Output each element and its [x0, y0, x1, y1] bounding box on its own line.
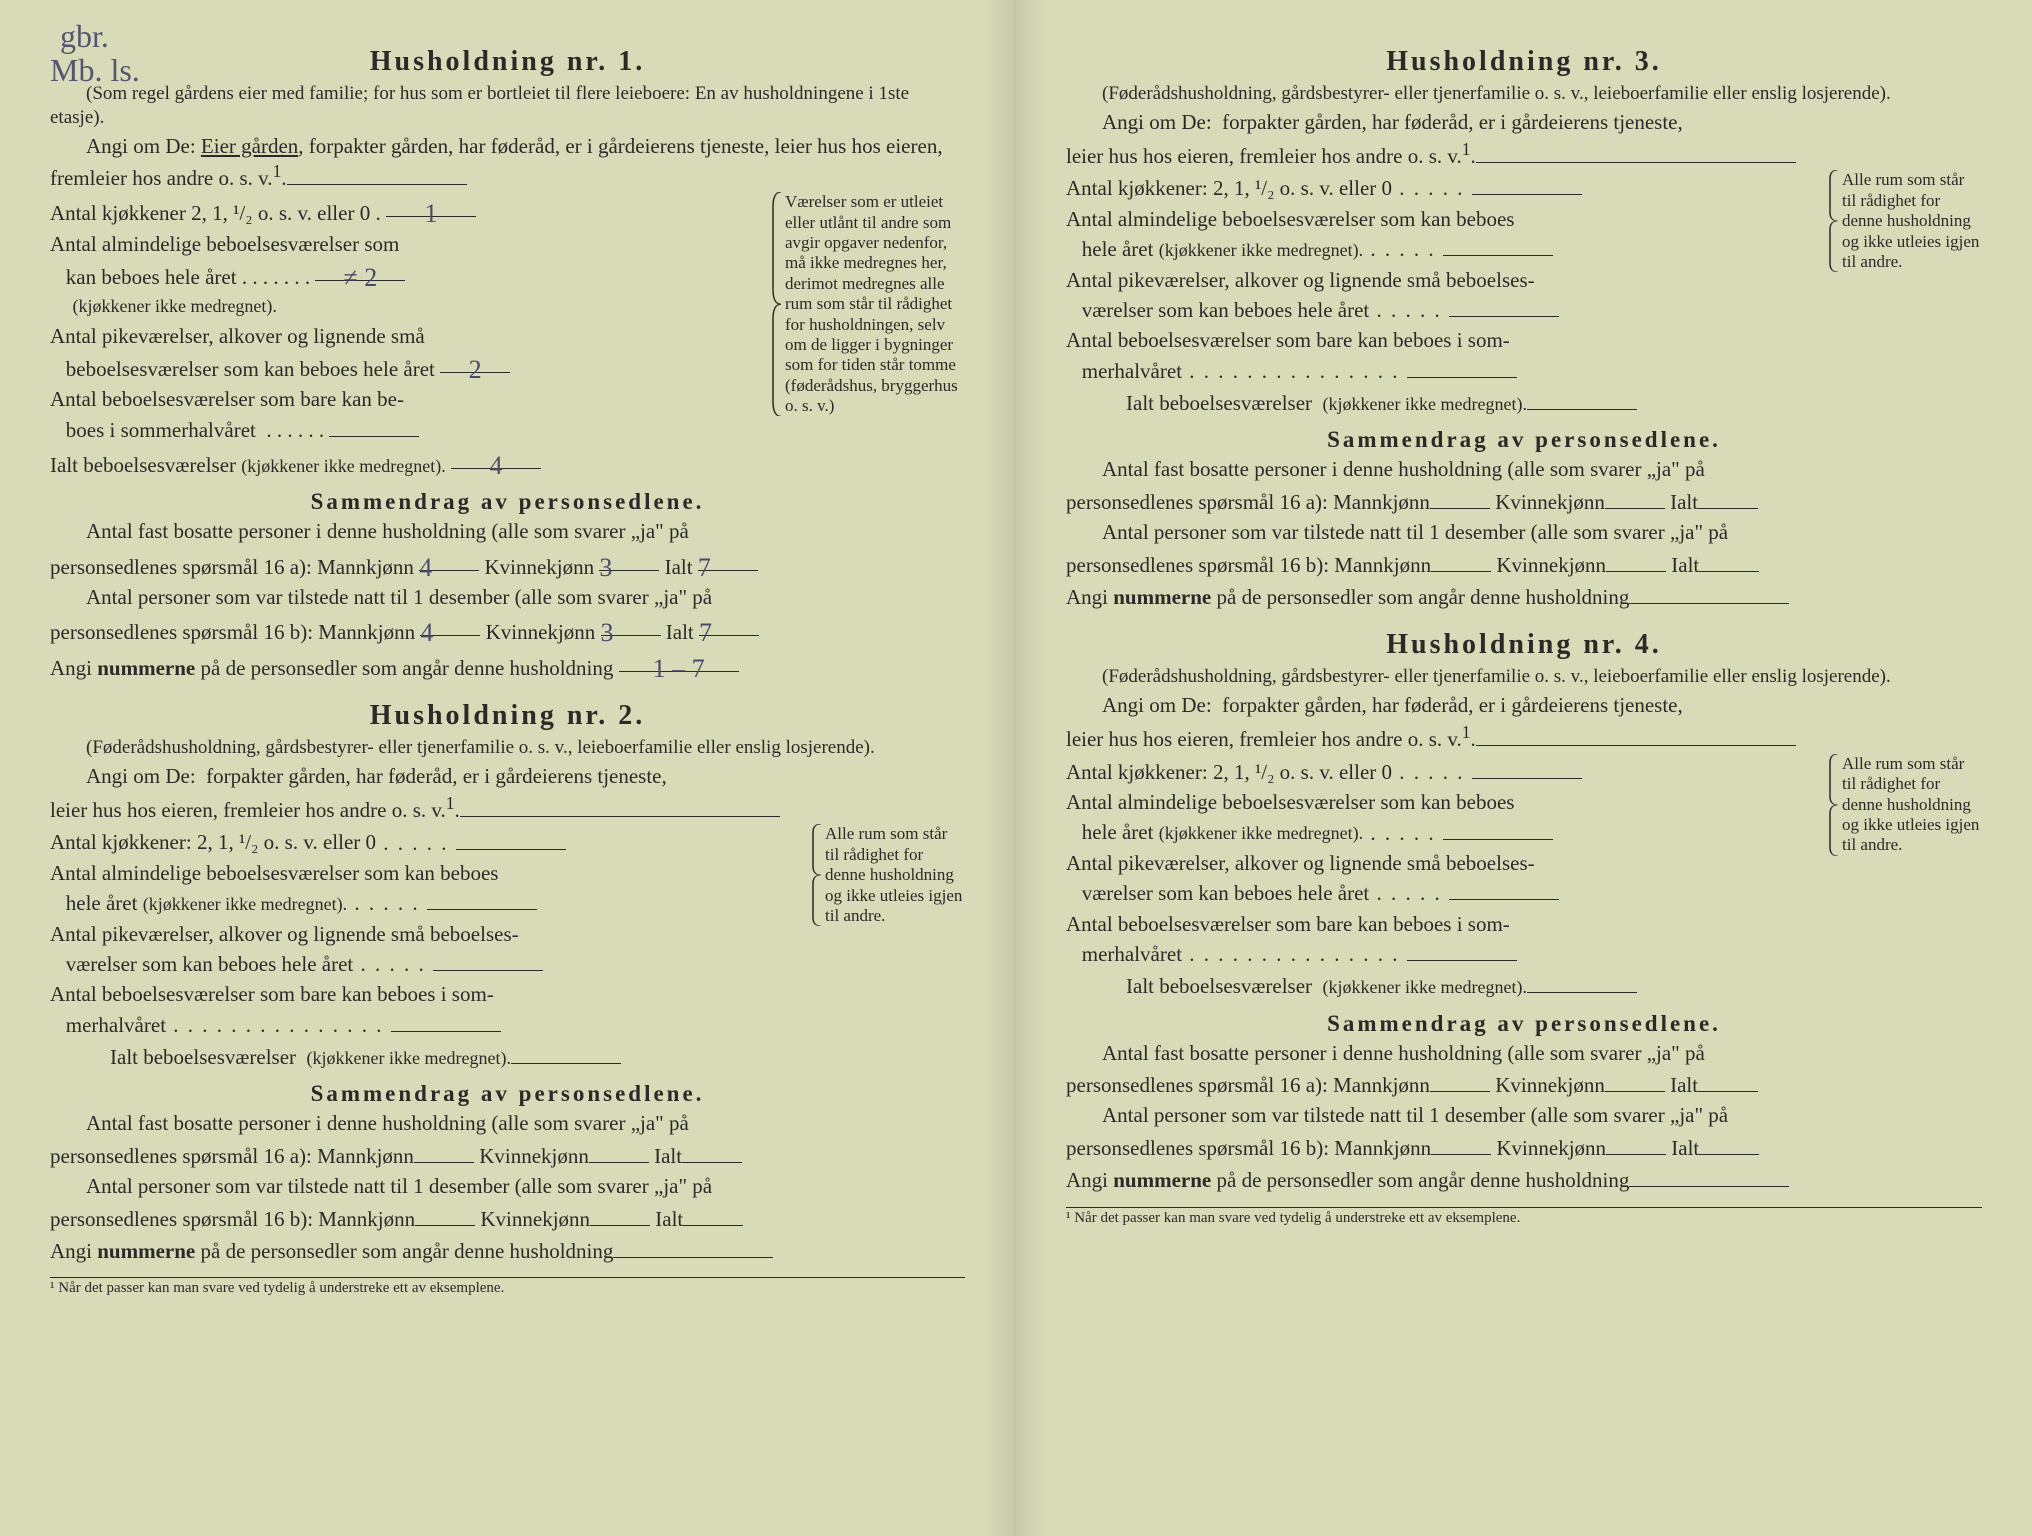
h2-sub: (Føderådshusholdning, gårdsbestyrer- ell… — [50, 736, 965, 760]
h1-angi: Angi om De: Eier gården, forpakter gårde… — [50, 132, 965, 193]
h1-kjokken: Antal kjøkkener 2, 1, ¹/₂ o. s. v. eller… — [50, 194, 761, 227]
h2-16a-2: personsedlenes spørsmål 16 a): Mannkjønn… — [50, 1140, 965, 1170]
h3-16a: Antal fast bosatte personer i denne hush… — [1066, 455, 1982, 483]
h1-title: Husholdning nr. 1. — [50, 46, 965, 78]
h4-16a: Antal fast bosatte personer i denne hush… — [1066, 1039, 1982, 1067]
h1-nums: Angi nummerne på de personsedler som ang… — [50, 649, 965, 682]
h4-nums: Angi nummerne på de personsedler som ang… — [1066, 1164, 1982, 1194]
h2-sommer: Antal beboelsesværelser som bare kan beb… — [50, 980, 801, 1039]
h3-16b-2: personsedlenes spørsmål 16 b): Mannkjønn… — [1066, 549, 1982, 579]
h4-angi-2: leier hus hos eieren, fremleier hos andr… — [1066, 721, 1982, 753]
h1-ialt: Ialt beboelsesværelser (kjøkkener ikke m… — [50, 446, 761, 479]
h3-angi-2: leier hus hos eieren, fremleier hos andr… — [1066, 138, 1982, 170]
h4-angi: Angi om De: forpakter gården, har føderå… — [1066, 691, 1982, 719]
handwriting-1: gbr. — [60, 18, 109, 55]
h1-pike: Antal pikeværelser, alkover og lignende … — [50, 322, 761, 384]
h3-rooms-row: Antal kjøkkener: 2, 1, ¹/₂ o. s. v. elle… — [1066, 170, 1982, 417]
h4-bracket-note: Alle rum som står til rådighet for denne… — [1828, 754, 1982, 856]
h1-16a: Antal fast bosatte personer i denne hush… — [50, 517, 965, 545]
h1-rooms-row: Antal kjøkkener 2, 1, ¹/₂ o. s. v. eller… — [50, 192, 965, 479]
h4-kjokken: Antal kjøkkener: 2, 1, ¹/₂ o. s. v. elle… — [1066, 756, 1818, 786]
h2-16a: Antal fast bosatte personer i denne hush… — [50, 1109, 965, 1137]
h2-title: Husholdning nr. 2. — [50, 700, 965, 732]
h4-sommer: Antal beboelsesværelser som bare kan beb… — [1066, 910, 1818, 969]
h3-pike: Antal pikeværelser, alkover og lignende … — [1066, 266, 1818, 325]
h3-16b: Antal personer som var tilstede natt til… — [1066, 518, 1982, 546]
h3-kjokken: Antal kjøkkener: 2, 1, ¹/₂ o. s. v. elle… — [1066, 172, 1818, 202]
h1-sub: (Som regel gårdens eier med familie; for… — [50, 82, 965, 130]
h4-samm-title: Sammendrag av personsedlene. — [1066, 1011, 1982, 1037]
h3-alm: Antal almindelige beboelsesværelser som … — [1066, 205, 1818, 264]
h2-kjokken: Antal kjøkkener: 2, 1, ¹/₂ o. s. v. elle… — [50, 826, 801, 856]
h4-16b: Antal personer som var tilstede natt til… — [1066, 1101, 1982, 1129]
h4-pike: Antal pikeværelser, alkover og lignende … — [1066, 849, 1818, 908]
h1-sommer: Antal beboelsesværelser som bare kan be-… — [50, 385, 761, 444]
h2-rooms-row: Antal kjøkkener: 2, 1, ¹/₂ o. s. v. elle… — [50, 824, 965, 1071]
h4-16b-2: personsedlenes spørsmål 16 b): Mannkjønn… — [1066, 1132, 1982, 1162]
h1-16a-2: personsedlenes spørsmål 16 a): Mannkjønn… — [50, 548, 965, 581]
h2-samm-title: Sammendrag av personsedlene. — [50, 1081, 965, 1107]
h3-bracket-note: Alle rum som står til rådighet for denne… — [1828, 170, 1982, 272]
h2-16b-2: personsedlenes spørsmål 16 b): Mannkjønn… — [50, 1203, 965, 1233]
h3-16a-2: personsedlenes spørsmål 16 a): Mannkjønn… — [1066, 486, 1982, 516]
h2-angi: Angi om De: forpakter gården, har føderå… — [50, 762, 965, 790]
h3-sommer: Antal beboelsesværelser som bare kan beb… — [1066, 326, 1818, 385]
h3-angi: Angi om De: forpakter gården, har føderå… — [1066, 108, 1982, 136]
h1-16b: Antal personer som var tilstede natt til… — [50, 583, 965, 611]
h3-sub: (Føderådshusholdning, gårdsbestyrer- ell… — [1066, 82, 1982, 106]
h2-alm: Antal almindelige beboelsesværelser som … — [50, 859, 801, 918]
right-page: Husholdning nr. 3. (Føderådshusholdning,… — [1016, 0, 2032, 1536]
h4-ialt: Ialt beboelsesværelser (kjøkkener ikke m… — [1066, 970, 1818, 1000]
h4-title: Husholdning nr. 4. — [1066, 629, 1982, 661]
h3-title: Husholdning nr. 3. — [1066, 46, 1982, 78]
handwriting-2: Mb. ls. — [50, 52, 140, 89]
left-page: gbr. Mb. ls. Husholdning nr. 1. (Som reg… — [0, 0, 1016, 1536]
h2-pike: Antal pikeværelser, alkover og lignende … — [50, 920, 801, 979]
h2-ialt: Ialt beboelsesværelser (kjøkkener ikke m… — [50, 1041, 801, 1071]
h3-ialt: Ialt beboelsesværelser (kjøkkener ikke m… — [1066, 387, 1818, 417]
h3-samm-title: Sammendrag av personsedlene. — [1066, 427, 1982, 453]
h4-rooms-row: Antal kjøkkener: 2, 1, ¹/₂ o. s. v. elle… — [1066, 754, 1982, 1001]
h2-nums: Angi nummerne på de personsedler som ang… — [50, 1235, 965, 1265]
h2-angi-2: leier hus hos eieren, fremleier hos andr… — [50, 792, 965, 824]
h3-nums: Angi nummerne på de personsedler som ang… — [1066, 581, 1982, 611]
h1-alm: Antal almindelige beboelsesværelser som … — [50, 230, 761, 320]
h2-bracket-note: Alle rum som står til rådighet for denne… — [811, 824, 965, 926]
h4-16a-2: personsedlenes spørsmål 16 a): Mannkjønn… — [1066, 1069, 1982, 1099]
footnote-right: ¹ Når det passer kan man svare ved tydel… — [1066, 1207, 1982, 1227]
h1-16b-2: personsedlenes spørsmål 16 b): Mannkjønn… — [50, 613, 965, 646]
h2-16b: Antal personer som var tilstede natt til… — [50, 1172, 965, 1200]
h1-samm-title: Sammendrag av personsedlene. — [50, 489, 965, 515]
h1-bracket-note: Værelser som er utleiet eller utlånt til… — [771, 192, 965, 416]
footnote-left: ¹ Når det passer kan man svare ved tydel… — [50, 1277, 965, 1297]
h4-sub: (Føderådshusholdning, gårdsbestyrer- ell… — [1066, 665, 1982, 689]
h4-alm: Antal almindelige beboelsesværelser som … — [1066, 788, 1818, 847]
